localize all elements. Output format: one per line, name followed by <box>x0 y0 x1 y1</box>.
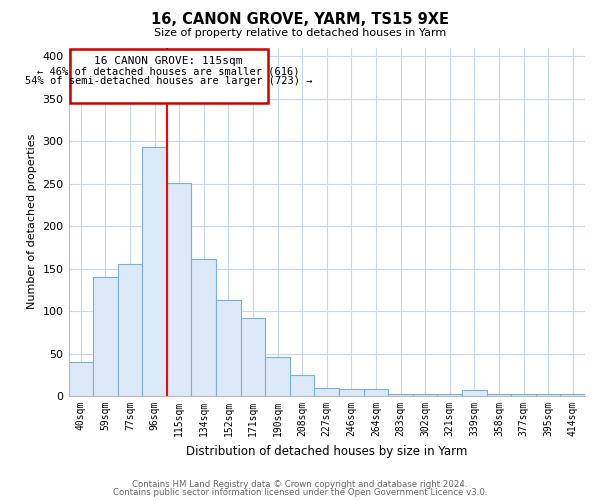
Bar <box>437 394 462 396</box>
Bar <box>290 375 314 396</box>
Bar <box>68 362 93 396</box>
Bar <box>314 388 339 396</box>
Bar <box>216 300 241 396</box>
Bar <box>93 277 118 396</box>
Bar <box>462 390 487 396</box>
FancyBboxPatch shape <box>70 49 268 103</box>
Bar <box>339 390 364 396</box>
Bar <box>560 394 585 396</box>
Bar <box>265 357 290 396</box>
Bar <box>487 394 511 396</box>
Text: 16 CANON GROVE: 115sqm: 16 CANON GROVE: 115sqm <box>94 56 243 66</box>
Text: 54% of semi-detached houses are larger (723) →: 54% of semi-detached houses are larger (… <box>25 76 313 86</box>
Text: Contains HM Land Registry data © Crown copyright and database right 2024.: Contains HM Land Registry data © Crown c… <box>132 480 468 489</box>
Bar <box>536 394 560 396</box>
X-axis label: Distribution of detached houses by size in Yarm: Distribution of detached houses by size … <box>186 444 467 458</box>
Bar <box>413 394 437 396</box>
Bar <box>388 394 413 396</box>
Text: Contains public sector information licensed under the Open Government Licence v3: Contains public sector information licen… <box>113 488 487 497</box>
Text: Size of property relative to detached houses in Yarm: Size of property relative to detached ho… <box>154 28 446 38</box>
Bar <box>364 390 388 396</box>
Bar <box>118 264 142 396</box>
Bar <box>142 147 167 396</box>
Text: ← 46% of detached houses are smaller (616): ← 46% of detached houses are smaller (61… <box>37 66 300 76</box>
Bar <box>511 394 536 396</box>
Text: 16, CANON GROVE, YARM, TS15 9XE: 16, CANON GROVE, YARM, TS15 9XE <box>151 12 449 28</box>
Bar <box>191 259 216 396</box>
Bar <box>167 182 191 396</box>
Y-axis label: Number of detached properties: Number of detached properties <box>27 134 37 310</box>
Bar <box>241 318 265 396</box>
